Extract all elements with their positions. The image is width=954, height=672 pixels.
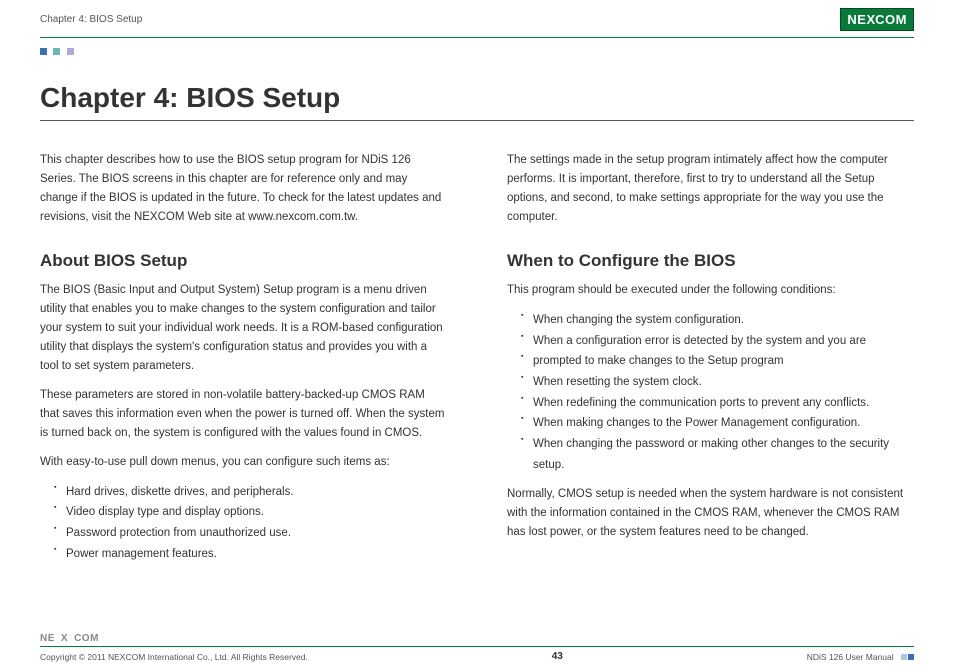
list-item: When a configuration error is detected b… (521, 331, 914, 352)
list-item: When resetting the system clock. (521, 372, 914, 393)
logo-x-icon: X (866, 12, 875, 27)
nexcom-logo: NE X COM (840, 8, 914, 31)
list-item: When changing the system configuration. (521, 310, 914, 331)
page-header: Chapter 4: BIOS Setup NE X COM (0, 0, 954, 31)
footer-decorative-squares (900, 654, 914, 660)
list-item: When redefining the communication ports … (521, 393, 914, 414)
closing-paragraph: Normally, CMOS setup is needed when the … (507, 485, 914, 542)
list-item: Power management features. (54, 544, 447, 565)
page-number: 43 (552, 651, 563, 662)
logo-text-post: COM (875, 12, 907, 27)
when-heading: When to Configure the BIOS (507, 247, 914, 275)
header-divider (40, 37, 914, 38)
logo-text-pre: NE (847, 12, 866, 27)
footer-logo-row: NE X COM (40, 633, 914, 644)
copyright-text: Copyright © 2011 NEXCOM International Co… (40, 652, 308, 662)
two-column-layout: This chapter describes how to use the BI… (40, 151, 914, 574)
decorative-squares (40, 42, 954, 60)
manual-name: NDiS 126 User Manual (807, 652, 914, 662)
footer-logo-post: COM (74, 633, 99, 644)
about-paragraph: These parameters are stored in non-volat… (40, 386, 447, 443)
when-bullet-list: When changing the system configuration. … (507, 310, 914, 476)
list-item: Hard drives, diskette drives, and periph… (54, 482, 447, 503)
intro-paragraph: This chapter describes how to use the BI… (40, 151, 447, 227)
about-paragraph: With easy-to-use pull down menus, you ca… (40, 453, 447, 472)
about-paragraph: The BIOS (Basic Input and Output System)… (40, 281, 447, 376)
about-bullet-list: Hard drives, diskette drives, and periph… (40, 482, 447, 565)
right-column: The settings made in the setup program i… (507, 151, 914, 574)
intro-paragraph: The settings made in the setup program i… (507, 151, 914, 227)
title-divider (40, 120, 914, 121)
footer-logo-pre: NE (40, 633, 55, 644)
left-column: This chapter describes how to use the BI… (40, 151, 447, 574)
about-heading: About BIOS Setup (40, 247, 447, 275)
square-icon (908, 654, 914, 660)
list-item: Password protection from unauthorized us… (54, 523, 447, 544)
chapter-header-label: Chapter 4: BIOS Setup (40, 14, 142, 25)
list-item: prompted to make changes to the Setup pr… (521, 351, 914, 372)
list-item: When making changes to the Power Managem… (521, 413, 914, 434)
when-paragraph: This program should be executed under th… (507, 281, 914, 300)
chapter-title: Chapter 4: BIOS Setup (40, 82, 914, 114)
square-icon (53, 48, 60, 55)
square-icon (67, 48, 74, 55)
footer-logo-x-icon: X (61, 633, 68, 644)
square-icon (901, 654, 907, 660)
list-item: When changing the password or making oth… (521, 434, 914, 475)
square-icon (40, 48, 47, 55)
footer-divider (40, 646, 914, 647)
page-footer: NE X COM Copyright © 2011 NEXCOM Internati… (40, 633, 914, 662)
page-content: Chapter 4: BIOS Setup This chapter descr… (0, 60, 954, 574)
list-item: Video display type and display options. (54, 502, 447, 523)
